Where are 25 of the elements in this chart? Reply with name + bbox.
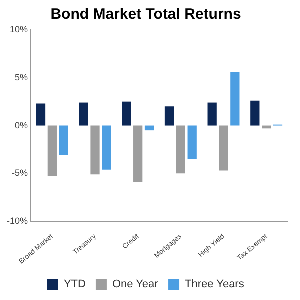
bar: [134, 126, 143, 182]
bar: [59, 126, 68, 156]
legend-label: Three Years: [185, 278, 245, 291]
bar: [122, 102, 132, 126]
bar: [208, 102, 217, 126]
bar: [164, 106, 174, 126]
bar: [48, 126, 57, 177]
bar: [144, 126, 154, 131]
y-tick-label: 0%: [14, 120, 28, 130]
bar: [250, 100, 260, 126]
bar: [79, 102, 88, 126]
bar: [219, 126, 228, 171]
bar: [102, 126, 112, 170]
bar: [188, 126, 197, 160]
bar: [176, 126, 186, 174]
y-tick-label: 5%: [14, 72, 28, 82]
bar: [90, 126, 100, 175]
y-tick-label: 10%: [10, 24, 28, 34]
legend-label: YTD: [64, 278, 86, 291]
y-tick-label: -10%: [6, 216, 28, 226]
y-tick-label: -5%: [12, 168, 28, 178]
chart-title: Bond Market Total Returns: [50, 6, 242, 24]
bar: [230, 72, 240, 126]
legend-label: One Year: [112, 278, 159, 291]
bar: [36, 104, 46, 126]
